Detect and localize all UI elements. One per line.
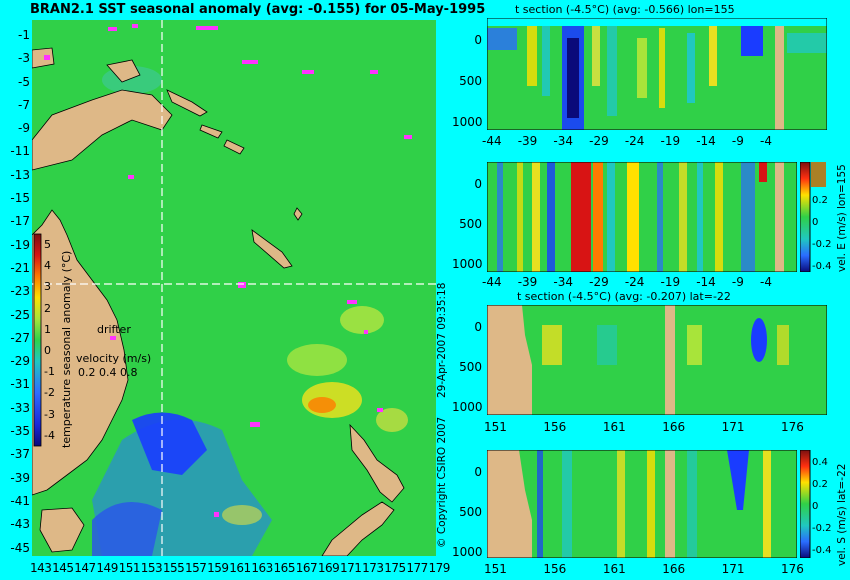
panel4-y-axis: 0 500 1000 [452, 465, 483, 559]
lon-tick: 143 [30, 561, 52, 575]
section-panel-4 [487, 450, 797, 558]
lat-tick: -19 [10, 237, 30, 252]
map-colorbar [33, 233, 42, 447]
lon-tick: 159 [207, 561, 229, 575]
lat-tick: -33 [10, 400, 30, 415]
australia-land [32, 209, 129, 496]
drifter-marker [364, 330, 368, 334]
latitude-axis: -1 -3 -5 -7 -9 -11 -13 -15 -17 -19 -21 -… [0, 24, 30, 560]
vel-s-colorbar [800, 450, 811, 558]
lon-tick: 161 [229, 561, 251, 575]
lat-tick: -13 [10, 167, 30, 182]
lon-tick: 153 [140, 561, 163, 575]
drifter-marker [250, 422, 260, 427]
lat-tick: -11 [10, 144, 30, 159]
map-title: BRAN2.1 SST seasonal anomaly (avg: -0.15… [30, 2, 486, 17]
new-caledonia [251, 229, 293, 269]
drifter-marker [128, 175, 134, 179]
lat-tick: -15 [10, 191, 30, 206]
panel3-y-axis: 0 500 1000 [452, 320, 483, 414]
lon-tick: 167 [295, 561, 318, 575]
lat-tick: -27 [10, 330, 30, 345]
drifter-marker [347, 300, 357, 304]
longitude-axis: 143 145 147 149 151 153 155 157 159 161 … [30, 561, 450, 575]
drifter-markers [44, 24, 412, 517]
lat-tick: -39 [10, 470, 30, 485]
lat-tick: -21 [10, 260, 30, 275]
drifter-marker [370, 70, 378, 74]
vel-e-colorbar-label: vel. E (m/s) lon=155 [836, 164, 848, 272]
velocity-label: velocity (m/s) [76, 352, 152, 365]
vel-e-colorbar [800, 162, 826, 272]
lat-tick: -3 [18, 51, 30, 66]
lon-tick: 163 [251, 561, 273, 575]
map-colorbar-label: temperature seasonal anomaly (°C) [60, 250, 73, 448]
lat-tick: -1 [18, 28, 30, 42]
panel2-x-axis: -44 -39 -34 -29 -24 -19 -14 -9 -4 [482, 275, 772, 289]
lat-tick: -17 [10, 214, 30, 229]
lon-tick: 149 [96, 561, 118, 575]
timestamp-label: 29-Apr-2007 09:35:18 [436, 282, 448, 398]
copyright-label: © Copyright CSIRO 2007 [436, 416, 448, 548]
drifter-label: drifter [97, 323, 131, 336]
lon-tick: 179 [428, 561, 451, 575]
sst-map [32, 20, 436, 556]
new-zealand-north-island [349, 423, 405, 503]
drifter-marker [242, 60, 258, 64]
panel3-title: t section (-4.5°C) (avg: -0.207) lat=-22 [517, 290, 731, 303]
drifter-marker [302, 70, 314, 74]
lat-tick: -31 [10, 377, 30, 392]
drifter-marker [404, 135, 412, 139]
lat-tick: -43 [10, 517, 30, 532]
lat-tick: -23 [10, 284, 30, 299]
drifter-marker [377, 408, 383, 412]
vel-s-colorbar-label: vel. S (m/s) lat=-22 [836, 463, 848, 566]
lat-tick: -37 [10, 447, 30, 462]
panel2-y-axis: 0 500 1000 [452, 177, 483, 271]
drifter-marker [238, 282, 246, 288]
section-panel-3 [487, 305, 827, 415]
vel-s-colorbar-ticks: 0.4 0.2 0 -0.2 -0.4 [812, 457, 832, 556]
drifter-marker [44, 55, 50, 60]
panel1-y-axis: 0 500 1000 [452, 33, 483, 129]
panel1-x-axis: -44 -39 -34 -29 -24 -19 -14 -9 -4 [482, 134, 772, 148]
lon-tick: 155 [162, 561, 185, 575]
cold-anomaly-patch [132, 412, 207, 475]
lon-tick: 157 [184, 561, 207, 575]
drifter-legend-marker [110, 336, 116, 340]
lat-tick: -35 [10, 424, 30, 439]
lat-tick: -9 [18, 121, 30, 136]
lat-tick: -29 [10, 354, 30, 369]
new-guinea-land [32, 89, 173, 171]
lon-tick: 151 [118, 561, 141, 575]
lon-tick: 171 [339, 561, 362, 575]
lon-tick: 147 [74, 561, 96, 575]
map-colorbar-ticks: 5 4 3 2 1 0 -1 -2 -3 -4 [44, 238, 55, 442]
lon-tick: 145 [52, 561, 74, 575]
drifter-marker [196, 26, 218, 30]
velocity-scale: 0.2 0.4 0.8 [78, 366, 138, 379]
panel4-x-axis: 151 156 161 166 171 176 [484, 562, 804, 576]
drifter-marker [214, 512, 219, 517]
tasmania-land [39, 507, 85, 553]
solomon-islands [166, 89, 208, 117]
section-panel-2 [487, 162, 797, 272]
lon-tick: 175 [384, 561, 406, 575]
drifter-marker [108, 27, 117, 31]
panel1-title: t section (-4.5°C) (avg: -0.566) lon=155 [515, 3, 735, 16]
lat-tick: -25 [10, 307, 30, 322]
lon-tick: 177 [406, 561, 428, 575]
lon-tick: 169 [317, 561, 340, 575]
lat-tick: -41 [10, 493, 30, 508]
lon-tick: 173 [362, 561, 384, 575]
new-zealand-south-island [321, 501, 395, 556]
drifter-marker [132, 24, 138, 28]
lon-tick: 165 [273, 561, 296, 575]
section-panel-1 [487, 18, 827, 130]
lat-tick: -45 [10, 540, 30, 555]
panel3-x-axis: 151 156 161 166 171 176 [484, 420, 804, 434]
lat-tick: -7 [18, 97, 30, 112]
lat-tick: -5 [18, 74, 30, 89]
vel-e-colorbar-ticks: 0.2 0 -0.2 -0.4 [812, 195, 832, 272]
